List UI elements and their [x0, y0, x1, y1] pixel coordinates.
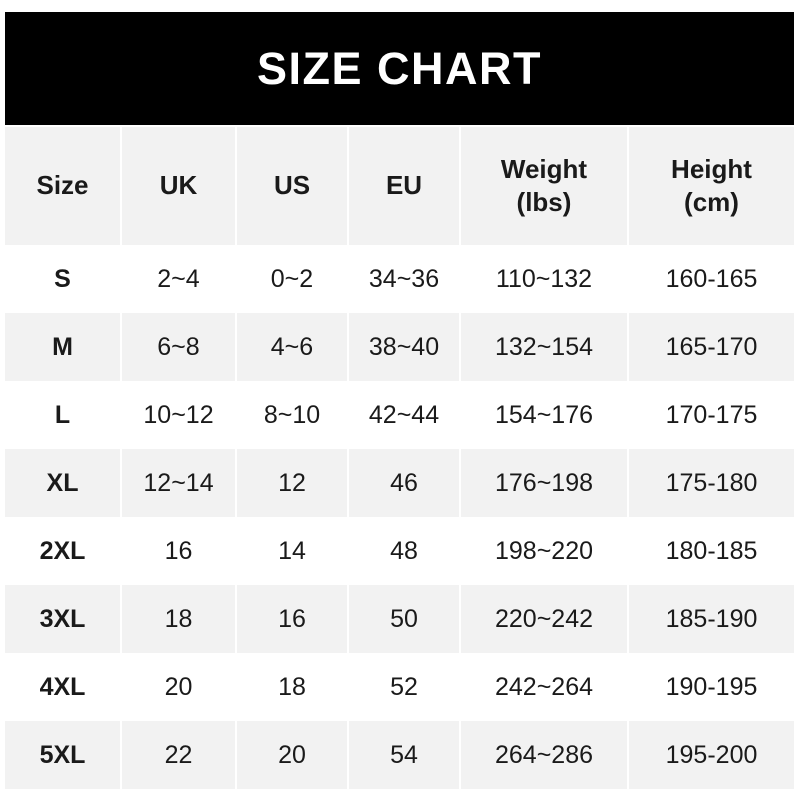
column-header-height-line2: (cm) [684, 187, 739, 217]
column-header-weight-line2: (lbs) [516, 187, 572, 217]
cell-weight: 154~176 [460, 381, 629, 449]
cell-size: 4XL [5, 653, 122, 721]
cell-eu: 38~40 [348, 313, 461, 381]
cell-eu: 34~36 [348, 245, 461, 313]
cell-us: 4~6 [236, 313, 349, 381]
table-row: 3XL 18 16 50 220~242 185-190 [5, 585, 794, 653]
column-header-us: US [236, 127, 349, 245]
cell-eu: 52 [348, 653, 461, 721]
column-header-size-line1: Size [36, 170, 89, 201]
cell-size: L [5, 381, 122, 449]
table-header: Size UK US EU Weight (lbs) Height (cm) [5, 127, 794, 245]
table-row: L 10~12 8~10 42~44 154~176 170-175 [5, 381, 794, 449]
cell-height: 160-165 [628, 245, 794, 313]
cell-size: XL [5, 449, 122, 517]
column-header-eu-line1: EU [385, 170, 423, 201]
cell-us: 8~10 [236, 381, 349, 449]
cell-weight: 110~132 [460, 245, 629, 313]
cell-height: 180-185 [628, 517, 794, 585]
column-header-height: Height (cm) [628, 127, 794, 245]
cell-height: 175-180 [628, 449, 794, 517]
cell-size: 3XL [5, 585, 122, 653]
cell-eu: 42~44 [348, 381, 461, 449]
column-header-eu: EU [348, 127, 461, 245]
cell-weight: 264~286 [460, 721, 629, 789]
cell-weight: 242~264 [460, 653, 629, 721]
cell-us: 20 [236, 721, 349, 789]
cell-height: 185-190 [628, 585, 794, 653]
cell-uk: 16 [121, 517, 237, 585]
cell-uk: 22 [121, 721, 237, 789]
column-header-weight: Weight (lbs) [460, 127, 629, 245]
cell-us: 12 [236, 449, 349, 517]
cell-size: M [5, 313, 122, 381]
cell-uk: 6~8 [121, 313, 237, 381]
cell-size: 2XL [5, 517, 122, 585]
cell-us: 18 [236, 653, 349, 721]
column-header-weight-line1: Weight [500, 153, 588, 184]
cell-weight: 132~154 [460, 313, 629, 381]
cell-weight: 198~220 [460, 517, 629, 585]
column-header-size: Size [5, 127, 122, 245]
cell-eu: 46 [348, 449, 461, 517]
cell-height: 190-195 [628, 653, 794, 721]
cell-height: 195-200 [628, 721, 794, 789]
cell-height: 170-175 [628, 381, 794, 449]
table-row: XL 12~14 12 46 176~198 175-180 [5, 449, 794, 517]
cell-eu: 50 [348, 585, 461, 653]
column-header-uk: UK [121, 127, 237, 245]
column-header-us-line1: US [273, 170, 311, 201]
table-row: 4XL 20 18 52 242~264 190-195 [5, 653, 794, 721]
cell-us: 16 [236, 585, 349, 653]
cell-uk: 18 [121, 585, 237, 653]
page-title: SIZE CHART [257, 43, 542, 94]
table-row: 5XL 22 20 54 264~286 195-200 [5, 721, 794, 789]
table-row: M 6~8 4~6 38~40 132~154 165-170 [5, 313, 794, 381]
table-row: 2XL 16 14 48 198~220 180-185 [5, 517, 794, 585]
cell-us: 0~2 [236, 245, 349, 313]
column-header-height-line1: Height [671, 153, 752, 184]
size-chart-table: Size UK US EU Weight (lbs) Height (cm) [5, 127, 794, 789]
cell-uk: 12~14 [121, 449, 237, 517]
cell-size: 5XL [5, 721, 122, 789]
table-row: S 2~4 0~2 34~36 110~132 160-165 [5, 245, 794, 313]
table-header-row: Size UK US EU Weight (lbs) Height (cm) [5, 127, 794, 245]
cell-uk: 20 [121, 653, 237, 721]
cell-us: 14 [236, 517, 349, 585]
cell-uk: 2~4 [121, 245, 237, 313]
cell-weight: 176~198 [460, 449, 629, 517]
cell-height: 165-170 [628, 313, 794, 381]
cell-uk: 10~12 [121, 381, 237, 449]
column-header-uk-line1: UK [159, 170, 198, 201]
cell-size: S [5, 245, 122, 313]
title-banner: SIZE CHART [5, 12, 794, 125]
table-body: S 2~4 0~2 34~36 110~132 160-165 M 6~8 4~6 38~40 13… [5, 245, 794, 789]
cell-weight: 220~242 [460, 585, 629, 653]
cell-eu: 48 [348, 517, 461, 585]
cell-eu: 54 [348, 721, 461, 789]
